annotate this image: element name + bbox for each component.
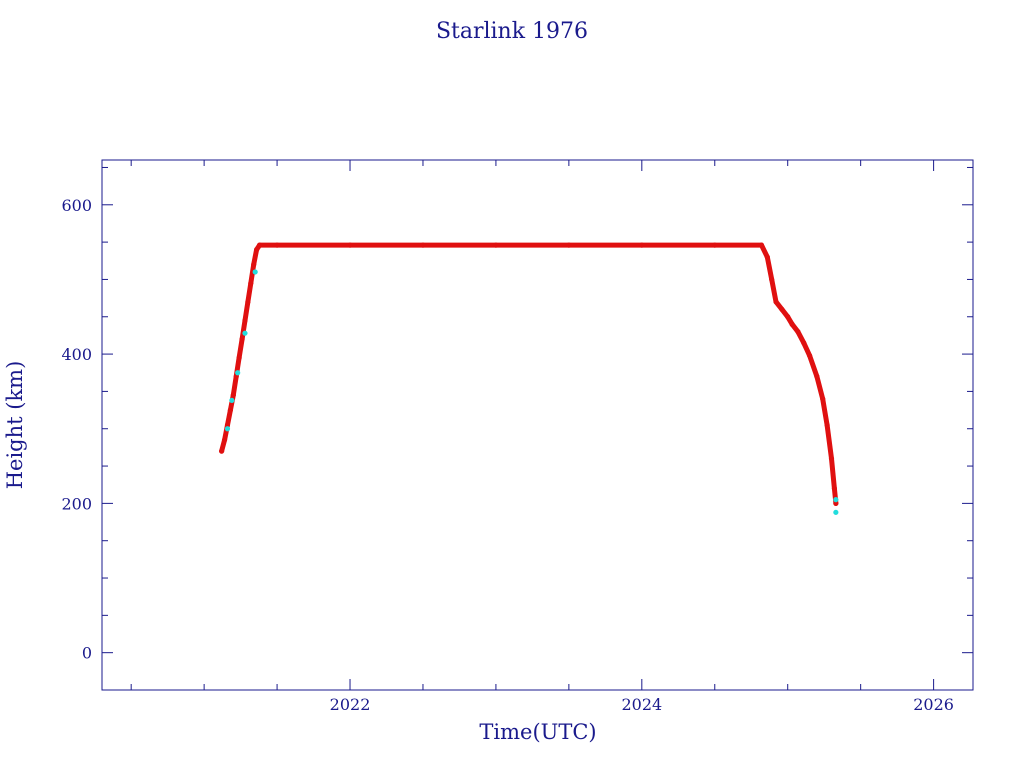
y-tick-label: 0 xyxy=(82,644,92,663)
main-series-point xyxy=(245,299,251,305)
main-series-point xyxy=(227,407,233,413)
main-series-point xyxy=(566,242,572,248)
plot-frame xyxy=(101,159,974,691)
main-series-point xyxy=(274,242,280,248)
main-series-point xyxy=(639,242,645,248)
main-series-point xyxy=(789,321,795,327)
main-series-point xyxy=(239,336,245,342)
main-series-point xyxy=(242,317,248,324)
x-tick-label: 2024 xyxy=(621,695,662,714)
main-series-point xyxy=(230,392,236,398)
main-series-point xyxy=(833,500,839,506)
main-series-point xyxy=(256,242,263,248)
main-series-point xyxy=(420,242,426,248)
main-series-point xyxy=(758,242,765,248)
main-series-point xyxy=(764,254,770,260)
main-series-line xyxy=(219,242,839,506)
data-series xyxy=(219,242,839,515)
x-tick-label: 2026 xyxy=(913,695,954,714)
accent-point xyxy=(252,269,258,275)
accent-point xyxy=(833,497,839,503)
accent-point xyxy=(242,330,248,336)
accent-point xyxy=(224,426,231,432)
main-series-point xyxy=(814,373,820,380)
main-series-point xyxy=(779,306,785,312)
main-series-point xyxy=(493,242,499,248)
main-series-point xyxy=(795,329,801,335)
axis-ticks: 2022 2024 2026 0 200 400 600 xyxy=(61,160,973,714)
main-series-point xyxy=(801,340,807,346)
y-tick-label: 400 xyxy=(61,345,92,364)
y-tick-label: 200 xyxy=(61,494,92,513)
main-series-point xyxy=(712,242,718,248)
accent-point xyxy=(229,397,235,403)
main-series-point xyxy=(820,396,826,402)
y-tick-label: 600 xyxy=(61,196,92,215)
main-series-point xyxy=(828,455,835,462)
main-series-point xyxy=(824,422,830,428)
main-series-point xyxy=(251,261,257,268)
x-axis-label: Time(UTC) xyxy=(479,720,596,744)
y-axis-label: Height (km) xyxy=(3,361,27,490)
main-series-point xyxy=(347,242,353,248)
accent-point xyxy=(235,370,241,376)
main-series-point xyxy=(769,276,775,283)
main-series-point xyxy=(248,280,254,286)
main-series-point xyxy=(254,246,260,253)
main-series-point xyxy=(773,299,779,305)
main-series-point xyxy=(224,422,231,428)
main-series-point xyxy=(219,448,225,454)
x-tick-label: 2022 xyxy=(330,695,371,714)
main-series-point xyxy=(831,485,837,492)
main-series-point xyxy=(806,352,813,359)
main-series-point xyxy=(236,355,242,361)
main-series-point xyxy=(785,314,791,320)
accent-point xyxy=(833,509,839,515)
main-series-point xyxy=(221,437,228,443)
chart-title: Starlink 1976 xyxy=(436,19,588,44)
